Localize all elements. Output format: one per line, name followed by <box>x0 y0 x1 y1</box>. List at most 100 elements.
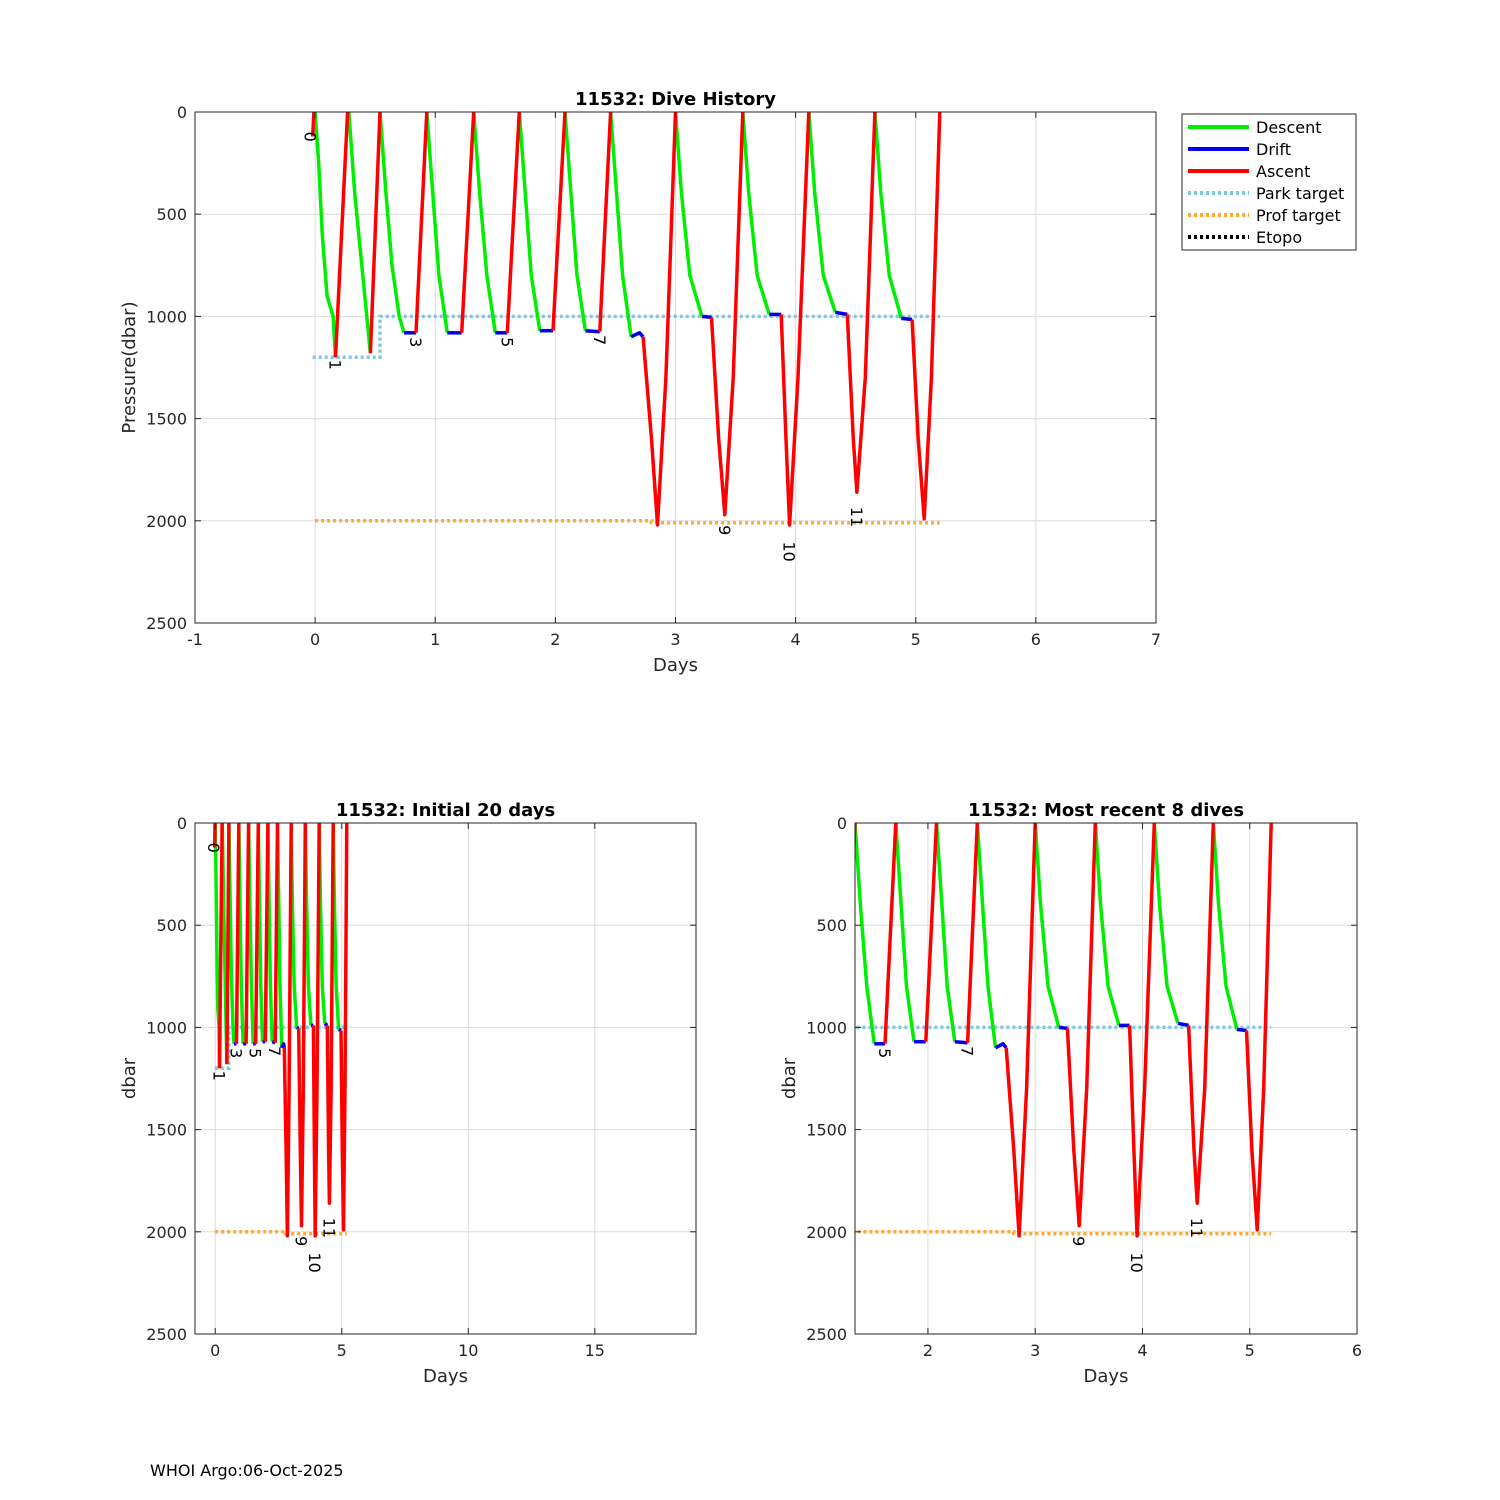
y-tick-label: 2000 <box>806 1223 847 1242</box>
drift-segment <box>280 1042 287 1049</box>
x-tick-label: 10 <box>458 1341 478 1360</box>
ascent-segment <box>732 823 743 1068</box>
ascent-segment <box>273 823 280 1043</box>
drift-segment <box>323 1021 329 1027</box>
ascent-segment <box>368 112 382 354</box>
descent-segment <box>347 112 373 354</box>
x-tick-label: 5 <box>1245 1341 1255 1360</box>
cycle-label: 10 <box>1127 1253 1146 1273</box>
drift-segment <box>630 331 645 339</box>
ascent-segment <box>1065 823 1098 1228</box>
descent-segment <box>975 823 998 1049</box>
cycle-label: 7 <box>265 1046 284 1056</box>
y-tick-label: 500 <box>156 205 187 224</box>
axes-box <box>854 822 1358 1335</box>
chart-title: 11532: Dive History <box>575 89 776 110</box>
data-layer <box>713 823 1273 1238</box>
legend: Descent Drift Ascent Park target Prof target… <box>1181 113 1357 251</box>
chart-title: 11532: Initial 20 days <box>336 800 555 821</box>
descent-segment <box>563 112 588 331</box>
y-tick-label: 1500 <box>146 410 187 429</box>
descent-segment <box>313 112 338 358</box>
descent-segment <box>741 112 771 315</box>
y-tick-label: 0 <box>837 814 847 833</box>
legend-label-ascent: Ascent <box>1256 162 1310 181</box>
ascent-segment <box>310 112 316 137</box>
ascent-segment <box>296 823 308 1228</box>
drift-segment <box>585 328 600 334</box>
descent-segment <box>378 112 406 334</box>
cycle-label: 9 <box>715 525 734 535</box>
y-tick-label: 2000 <box>146 512 187 531</box>
cycle-label: 3 <box>226 1048 245 1058</box>
x-tick-label: 6 <box>1352 1341 1362 1360</box>
ascent-segment <box>910 112 942 521</box>
drift-segment <box>901 316 913 322</box>
cycle-label: 3 <box>406 337 425 347</box>
y-tick-label: 2500 <box>146 1325 187 1344</box>
descent-segment <box>425 112 450 334</box>
ascent-segment <box>709 112 745 517</box>
cycle-label: 7 <box>590 335 609 345</box>
drift-segment <box>994 1042 1008 1050</box>
descent-segment <box>1211 823 1239 1030</box>
y-tick-label: 1500 <box>146 1121 187 1140</box>
legend-label-descent: Descent <box>1256 118 1322 137</box>
prof-target-line <box>315 519 940 525</box>
ascent-segment <box>325 823 335 1205</box>
legend-box <box>1181 113 1357 251</box>
cycle-label: 9 <box>292 1236 311 1246</box>
y-tick-label: 500 <box>156 916 187 935</box>
ascent-segment <box>1244 823 1273 1232</box>
cycle-label: 0 <box>300 132 319 142</box>
ascent-segment <box>244 823 251 1044</box>
y-tick-label: 500 <box>816 916 847 935</box>
cycle-label: 7 <box>958 1046 977 1056</box>
ascent-segment <box>282 823 293 1238</box>
drift-segment <box>954 1039 968 1045</box>
descent-segment <box>673 112 704 317</box>
cycle-label: 1 <box>210 1071 229 1081</box>
x-axis-label: Days <box>1084 1366 1129 1387</box>
cycle-label: 11 <box>1187 1218 1206 1238</box>
ascent-segment <box>804 823 814 1044</box>
y-tick-label: 2500 <box>806 1325 847 1344</box>
cycle-label: 11 <box>847 507 866 527</box>
x-tick-label: 2 <box>550 630 560 649</box>
cycle-label: 0 <box>204 843 223 853</box>
x-tick-label: 6 <box>1031 630 1041 649</box>
cycle-label: 5 <box>875 1048 894 1058</box>
ascent-segment <box>1004 823 1037 1238</box>
x-tick-label: 4 <box>1137 1341 1147 1360</box>
cycle-label: 5 <box>246 1048 265 1058</box>
legend-label-etopo: Etopo <box>1256 228 1302 247</box>
drift-segment <box>834 310 848 317</box>
descent-segment <box>934 823 957 1042</box>
x-tick-label: 4 <box>791 630 801 649</box>
x-tick-label: 1 <box>430 630 440 649</box>
footer-credit: WHOI Argo:06-Oct-2025 <box>150 1461 344 1480</box>
descent-segment <box>713 823 731 1068</box>
axes-box <box>194 822 697 1335</box>
ascent-segment <box>459 112 476 333</box>
ascent-segment <box>1186 823 1216 1205</box>
drift-segment <box>337 1027 342 1033</box>
ascent-segment <box>217 823 224 1069</box>
y-tick-label: 2500 <box>146 614 187 633</box>
drift-segment <box>701 314 712 320</box>
cycle-label: 10 <box>305 1253 324 1273</box>
x-tick-label: 3 <box>670 630 680 649</box>
ascent-segment <box>263 823 270 1042</box>
descent-segment <box>743 823 762 1064</box>
drift-segment <box>1236 1027 1247 1033</box>
ascent-segment <box>551 112 567 331</box>
chart-top: 0 1 3 5 7 9 10 11 -1 0 1 2 3 4 5 6 7 0 500 1000 1500 2000 2500… <box>119 89 1161 676</box>
descent-segment <box>771 823 793 1044</box>
descent-segment <box>894 823 916 1042</box>
legend-label-park: Park target <box>1256 184 1344 203</box>
ascent-segment <box>311 823 321 1238</box>
x-tick-label: 0 <box>210 1341 220 1360</box>
y-tick-label: 1500 <box>806 1121 847 1140</box>
